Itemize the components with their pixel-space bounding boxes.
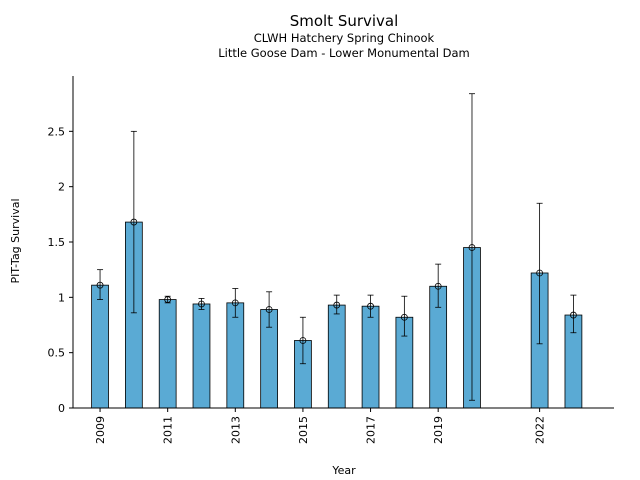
chart-title: Smolt Survival: [289, 12, 399, 30]
bar-2009: [91, 284, 109, 409]
marker-2017: [367, 302, 374, 310]
marker-2023: [570, 311, 577, 319]
marker-2009: [96, 281, 104, 289]
marker-2022: [536, 269, 544, 277]
y-tick-label: 2.5: [48, 125, 66, 138]
marker-2011: [164, 296, 172, 303]
x-tick-label: 2017: [365, 416, 378, 444]
x-tick-label: 2019: [432, 416, 445, 444]
bar-2017: [361, 305, 380, 409]
marker-2014: [265, 306, 273, 313]
chart-subtitle-1: CLWH Hatchery Spring Chinook: [253, 31, 435, 45]
x-tick-label: 2022: [534, 416, 547, 444]
marker-2019: [434, 282, 442, 290]
y-tick-label: 0.5: [48, 347, 66, 360]
bar-2013: [226, 302, 245, 409]
marker-2013: [231, 299, 239, 307]
x-tick-label: 2011: [162, 416, 175, 444]
marker-2010: [130, 218, 138, 226]
y-axis-label: PIT-Tag Survival: [9, 198, 22, 283]
y-tick-label: 0: [58, 402, 65, 415]
bars-layer: [91, 221, 583, 409]
x-axis-label: Year: [331, 464, 356, 477]
axes-layer: 0 0.5 1 1.5 2 2.5 2009 2011 2013 2015 2017 2019 2022: [48, 76, 614, 444]
marker-2020: [468, 244, 476, 251]
bar-2012: [192, 303, 211, 409]
marker-2015: [299, 337, 307, 344]
y-tick-label: 1: [58, 291, 65, 304]
marker-2012: [198, 300, 205, 308]
chart-subtitle-2: Little Goose Dam - Lower Monumental Dam: [218, 46, 470, 60]
x-tick-label: 2009: [94, 416, 107, 444]
x-tick-label: 2015: [297, 416, 310, 444]
marker-2018: [400, 313, 408, 321]
error-bars-layer: [96, 93, 577, 401]
marker-2016: [333, 301, 341, 309]
x-tick-label: 2013: [229, 416, 242, 444]
bar-2011: [158, 299, 177, 409]
bar-2016: [327, 304, 346, 409]
y-tick-label: 2: [58, 181, 65, 194]
y-tick-label: 1.5: [48, 236, 66, 249]
